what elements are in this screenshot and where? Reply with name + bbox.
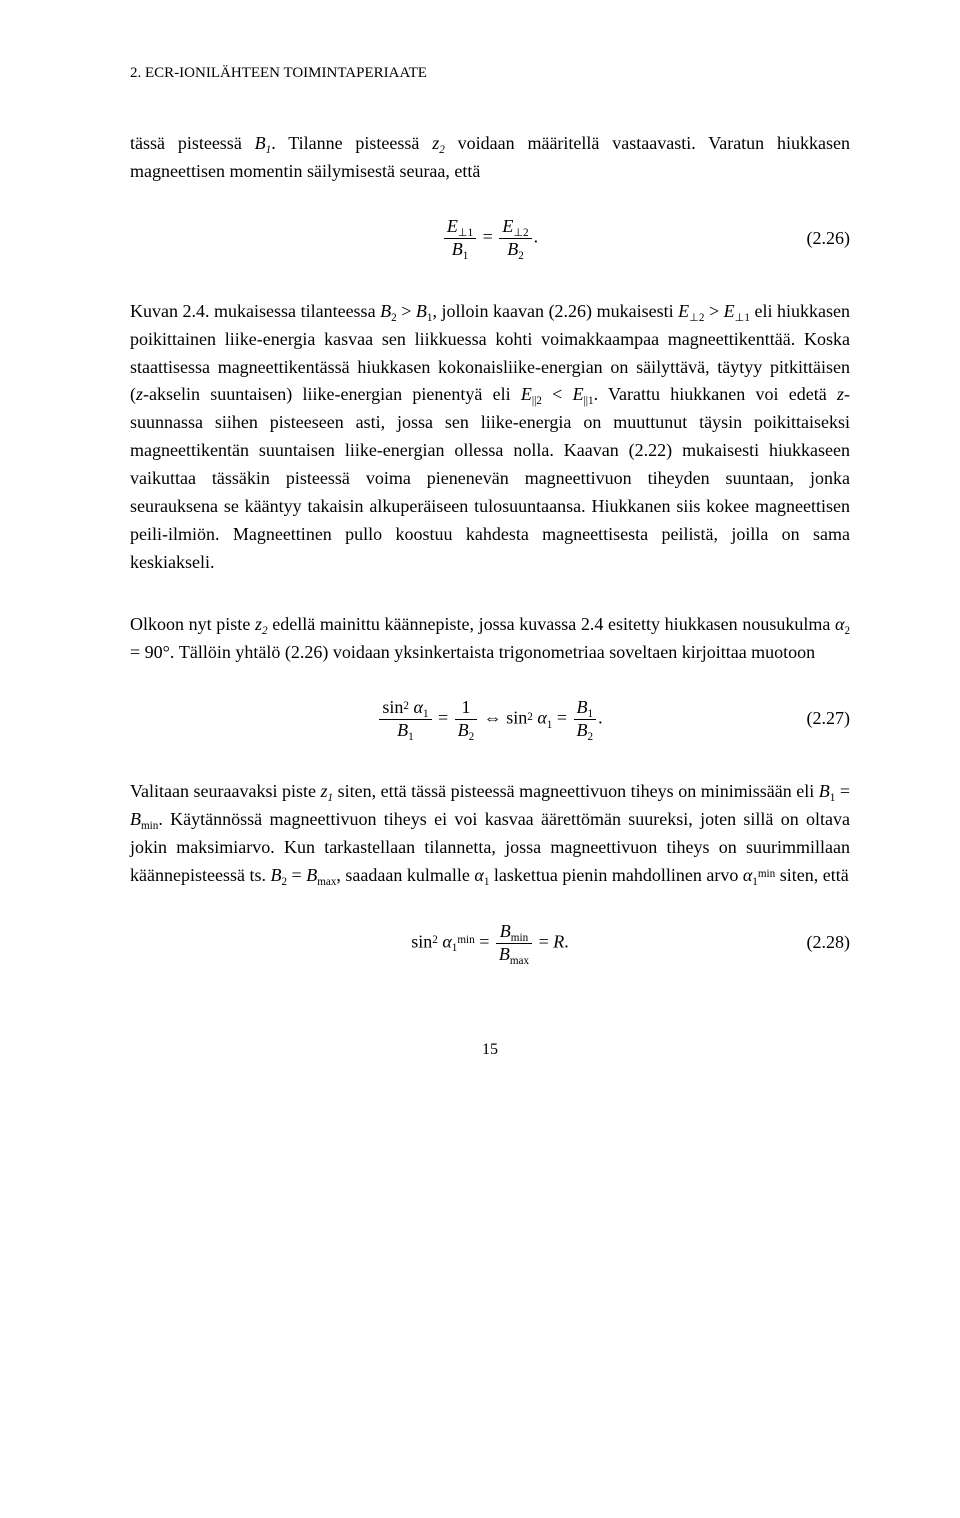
text: -suunnassa siihen pisteeseen asti, jossa… xyxy=(130,384,850,571)
sym-alpha1min: α1min xyxy=(743,865,775,885)
text: edellä mainittu käännepiste, jossa kuvas… xyxy=(268,614,835,634)
text: siten, että tässä pisteessä magneettivuo… xyxy=(333,781,819,801)
equation-2-27: sin2 α1 B1 = 1 B2 ⇔ sin2 α1 = B1 B2 . (2… xyxy=(130,694,850,744)
text: . Varattu hiukkanen voi edetä xyxy=(594,384,837,404)
sym-z: z xyxy=(136,384,143,404)
eq-number: (2.28) xyxy=(807,929,851,957)
equation-2-28: sin2 α1min = Bmin Bmax = R. (2.28) xyxy=(130,918,850,968)
sym-alpha1: α1 xyxy=(474,865,489,885)
text: , jolloin kaavan (2.26) mukaisesti xyxy=(432,301,678,321)
eq-number: (2.27) xyxy=(807,706,851,734)
eq-number: (2.26) xyxy=(807,225,851,253)
text: tässä pisteessä xyxy=(130,133,255,153)
eq-body: sin2 α1min = Bmin Bmax = R. xyxy=(411,922,569,965)
text: laskettua pienin mahdollinen arvo xyxy=(489,865,742,885)
text: Kuvan 2.4. mukaisessa tilanteessa xyxy=(130,301,380,321)
text: siten, että xyxy=(775,865,848,885)
sym-Eperp2gtEperp1: E⊥2 > E⊥1 xyxy=(678,301,750,321)
sym-B2eqBmax: B2 = Bmax xyxy=(270,865,336,885)
sym-Epar2ltEpar1: E||2 < E||1 xyxy=(521,384,594,404)
sym-z2: z2 xyxy=(255,614,268,634)
paragraph-4: Valitaan seuraavaksi piste z1 siten, ett… xyxy=(130,778,850,890)
text: -akselin suuntaisen) liike-energian pien… xyxy=(143,384,521,404)
text: . Tilanne pisteessä xyxy=(271,133,432,153)
paragraph-2: Kuvan 2.4. mukaisessa tilanteessa B2 > B… xyxy=(130,298,850,577)
sym-B2gtB1: B2 > B1 xyxy=(380,301,432,321)
eq-body: sin2 α1 B1 = 1 B2 ⇔ sin2 α1 = B1 B2 . xyxy=(377,698,602,741)
text: , saadaan kulmalle xyxy=(336,865,474,885)
sym-z1: z1 xyxy=(321,781,334,801)
text: Valitaan seuraavaksi piste xyxy=(130,781,321,801)
text: = 90°. Tällöin yhtälö (2.26) voidaan yks… xyxy=(130,642,815,662)
paragraph-3: Olkoon nyt piste z2 edellä mainittu kään… xyxy=(130,611,850,667)
sym-alpha2: α2 xyxy=(835,614,850,634)
equation-2-26: E⊥1 B1 = E⊥2 B2 . (2.26) xyxy=(130,214,850,264)
eq-body: E⊥1 B1 = E⊥2 B2 . xyxy=(442,217,538,260)
sym-B1: B1 xyxy=(255,133,272,153)
text: Olkoon nyt piste xyxy=(130,614,255,634)
paragraph-1: tässä pisteessä B1. Tilanne pisteessä z2… xyxy=(130,130,850,186)
sym-z: z xyxy=(837,384,844,404)
sym-z2: z2 xyxy=(432,133,445,153)
page-number: 15 xyxy=(130,1038,850,1063)
page-header: 2. ECR-IONILÄHTEEN TOIMINTAPERIAATE xyxy=(130,64,850,82)
